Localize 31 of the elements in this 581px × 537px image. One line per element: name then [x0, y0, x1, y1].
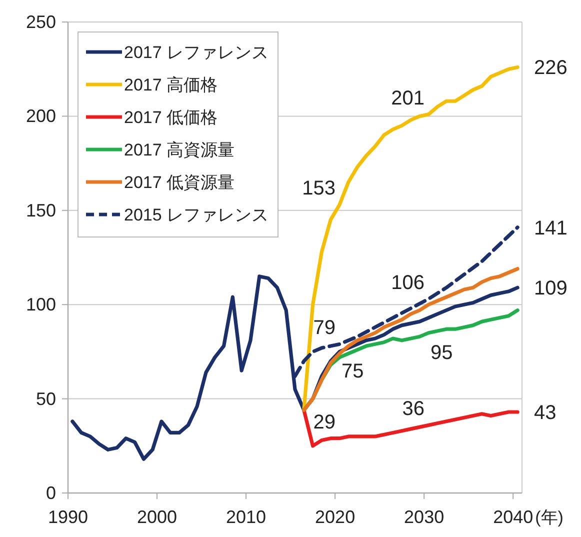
y-tick-label: 200 — [26, 106, 56, 126]
legend-label: 2017 低価格 — [124, 108, 218, 127]
annotation: 75 — [342, 360, 364, 383]
annotation: 201 — [391, 87, 425, 110]
x-tick-label: 2000 — [136, 507, 178, 527]
legend-label: 2017 低資源量 — [124, 173, 235, 192]
annotation: 106 — [391, 272, 425, 294]
y-tick-label: 150 — [26, 200, 56, 220]
legend-label: 2015 レファレンス — [124, 206, 269, 224]
x-tick-label: 1990 — [48, 507, 88, 527]
x-axis-title: (年) — [535, 508, 564, 527]
x-tick-label: 2010 — [226, 507, 266, 527]
y-tick-label: 250 — [26, 12, 56, 32]
x-tick-label: 2030 — [404, 507, 444, 527]
annotation: 153 — [302, 178, 336, 200]
annotation: 79 — [313, 317, 336, 340]
y-tick-label: 0 — [46, 483, 56, 503]
annotation: 109 — [534, 278, 568, 300]
annotation: 43 — [534, 402, 556, 424]
x-tick-label: 2020 — [315, 507, 356, 527]
legend-label: 2017 高価格 — [124, 76, 218, 94]
annotation: 226 — [534, 57, 568, 80]
y-tick-label: 100 — [26, 294, 56, 315]
annotation: 141 — [534, 217, 568, 240]
annotation: 36 — [402, 398, 425, 420]
annotation: 95 — [430, 342, 453, 364]
legend-label: 2017 高資源量 — [124, 140, 235, 160]
legend-label: 2017 レファレンス — [124, 43, 269, 62]
y-tick-label: 50 — [36, 388, 56, 409]
x-tick-label: 2040 — [493, 507, 534, 527]
annotation: 29 — [313, 411, 336, 434]
